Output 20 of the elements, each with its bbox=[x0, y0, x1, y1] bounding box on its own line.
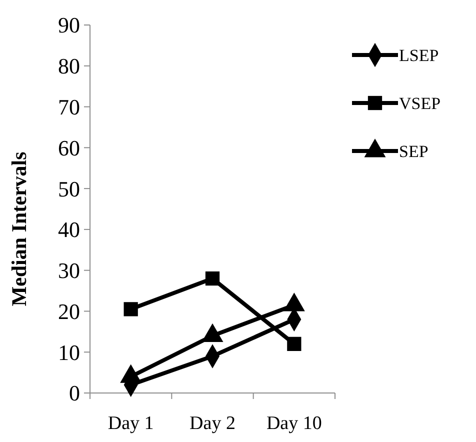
x-tick-label: Day 2 bbox=[190, 413, 236, 434]
y-tick-label: 0 bbox=[69, 380, 80, 406]
legend-label: VSEP bbox=[399, 94, 441, 113]
y-tick-label: 20 bbox=[58, 298, 80, 324]
y-tick-label: 40 bbox=[58, 217, 80, 242]
y-tick-label: 50 bbox=[58, 176, 80, 202]
legend-label: SEP bbox=[399, 142, 428, 161]
y-tick-label: 90 bbox=[58, 12, 80, 38]
y-axis-title: Median Intervals bbox=[7, 152, 31, 306]
y-tick-label: 70 bbox=[58, 94, 80, 120]
y-tick-label: 80 bbox=[58, 54, 80, 79]
x-tick-label: Day 1 bbox=[108, 413, 154, 434]
point bbox=[205, 271, 220, 286]
y-tick-label: 30 bbox=[58, 258, 80, 284]
point bbox=[287, 336, 302, 352]
y-tick-label: 60 bbox=[58, 135, 80, 160]
legend-label: LSEP bbox=[399, 46, 439, 65]
y-tick-label: 10 bbox=[58, 340, 80, 365]
x-tick-label: Day 10 bbox=[266, 413, 322, 434]
point bbox=[124, 302, 138, 316]
